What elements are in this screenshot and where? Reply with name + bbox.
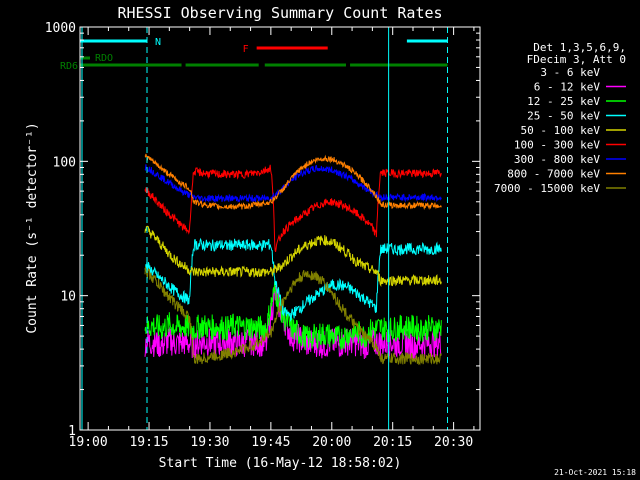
legend-entry-label: 12 - 25 keV <box>527 95 600 108</box>
legend-header-line: Det 1,3,5,6,9, <box>533 41 626 54</box>
x-tick-label: 19:15 <box>129 435 168 450</box>
legend-entry-label: 3 - 6 keV <box>540 66 600 79</box>
x-tick-label: 19:45 <box>251 435 290 450</box>
series-line-3 <box>144 281 442 351</box>
x-tick-label: 19:00 <box>69 435 108 450</box>
y-tick-label: 100 <box>53 155 76 170</box>
x-axis-label: Start Time (16-May-12 18:58:02) <box>159 456 402 471</box>
chart-title: RHESSI Observing Summary Count Rates <box>117 4 442 22</box>
series-line-6 <box>144 164 442 252</box>
flag-label-f: F <box>243 44 249 55</box>
series-line-4 <box>144 237 442 322</box>
status-flags: N F RDO RD6 <box>60 37 448 72</box>
legend-entry-label: 100 - 300 keV <box>514 139 600 152</box>
flag-label-n: N <box>155 37 161 48</box>
series-line-5 <box>144 225 442 288</box>
series-line-8 <box>144 153 442 211</box>
legend-entry-label: 7000 - 15000 keV <box>494 182 600 195</box>
y-axis: 1 10 100 1000 <box>45 21 480 439</box>
x-axis: 19:00 19:15 19:30 19:45 20:00 20:15 20:30 <box>69 27 475 450</box>
legend-entry-label: 25 - 50 keV <box>527 110 600 123</box>
y-tick-label: 1 <box>68 424 76 439</box>
x-tick-label: 20:15 <box>373 435 412 450</box>
series-line-9 <box>144 266 442 366</box>
flag-label-rd6: RD6 <box>60 61 78 72</box>
y-axis-label: Count Rate (s⁻¹ detector⁻¹) <box>25 122 40 333</box>
legend-header-line: FDecim 3, Att 0 <box>527 53 626 66</box>
legend-entry-label: 6 - 12 keV <box>534 81 601 94</box>
legend-entry-label: 800 - 7000 keV <box>507 168 600 181</box>
x-tick-label: 20:00 <box>312 435 351 450</box>
legend: Det 1,3,5,6,9,FDecim 3, Att 03 - 6 keV 6 … <box>494 41 626 195</box>
y-tick-label: 1000 <box>45 21 76 36</box>
flag-label-rdo: RDO <box>95 53 113 64</box>
plot-frame <box>79 26 481 431</box>
legend-entry-label: 50 - 100 keV <box>521 124 601 137</box>
date-stamp: 21-Oct-2021 15:18 <box>554 468 636 477</box>
legend-entry-label: 300 - 800 keV <box>514 153 600 166</box>
x-tick-label: 19:30 <box>190 435 229 450</box>
y-tick-label: 10 <box>60 290 76 305</box>
x-tick-label: 20:30 <box>434 435 473 450</box>
night-boundaries <box>81 27 449 430</box>
